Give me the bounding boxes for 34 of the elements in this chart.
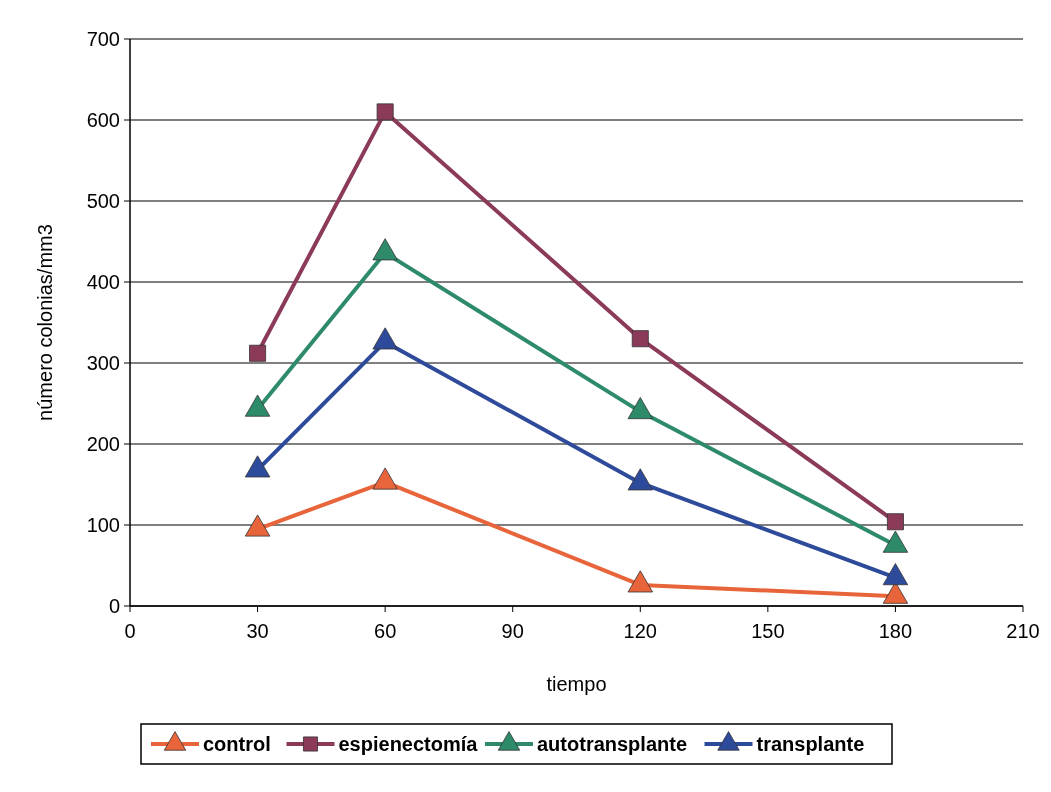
- point: [882, 530, 909, 553]
- x-tick-label: 120: [623, 620, 657, 642]
- legend-label: espienectomía: [338, 733, 479, 755]
- y-tick-label: 500: [86, 190, 120, 212]
- x-tick-label: 30: [246, 620, 269, 642]
- point: [244, 394, 271, 417]
- y-tick-label: 600: [86, 109, 120, 131]
- point: [244, 455, 271, 478]
- x-tick-label: 180: [878, 620, 913, 642]
- point: [627, 468, 653, 491]
- point: [372, 327, 398, 350]
- legend-label: autotransplante: [537, 733, 688, 755]
- x-axis-title: tiempo: [546, 673, 607, 695]
- point: [627, 570, 653, 593]
- point: [372, 238, 398, 261]
- y-tick-label: 200: [86, 433, 120, 455]
- y-axis-title: número colonias/mm3: [34, 224, 56, 421]
- x-tick-label: 0: [124, 620, 136, 642]
- x-tick-label: 90: [501, 620, 524, 642]
- x-tick-label: 60: [374, 620, 397, 642]
- y-tick-label: 300: [86, 352, 120, 374]
- point: [376, 103, 394, 121]
- y-tick-label: 700: [86, 28, 120, 50]
- y-tick-label: 0: [108, 595, 120, 617]
- point: [882, 563, 909, 586]
- point: [372, 467, 398, 490]
- y-tick-label: 100: [86, 514, 120, 536]
- x-tick-label: 210: [1006, 620, 1040, 642]
- point: [627, 397, 653, 420]
- y-tick-label: 400: [86, 271, 120, 293]
- point: [244, 514, 271, 537]
- legend-label: transplante: [756, 733, 865, 755]
- x-tick-label: 150: [751, 620, 785, 642]
- legend-label: control: [203, 733, 271, 755]
